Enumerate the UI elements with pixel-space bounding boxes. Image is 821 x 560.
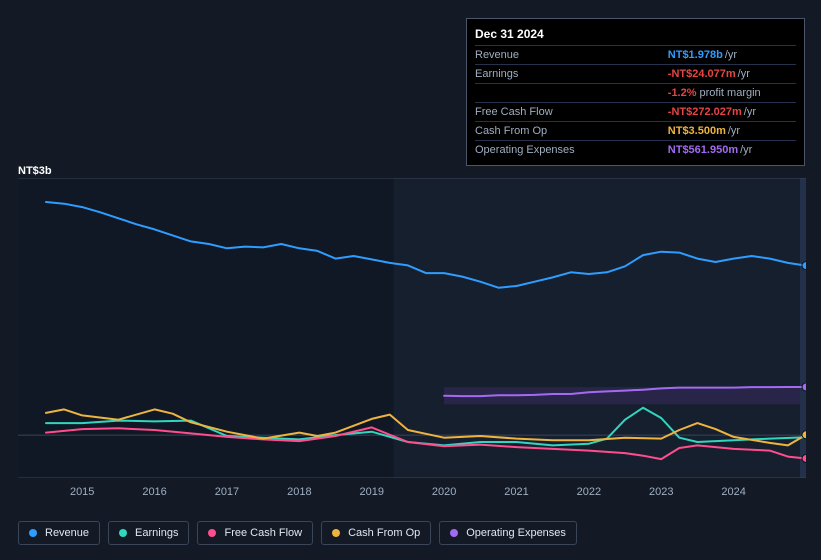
tooltip-row-value: -1.2%profit margin [668,84,796,103]
financials-chart-page: NT$3bNT$0-NT$500m 2015201620172018201920… [0,0,821,560]
tooltip-row-label: Free Cash Flow [475,103,668,122]
legend-label: Revenue [45,527,89,539]
tooltip-row: -1.2%profit margin [475,84,796,103]
legend-label: Operating Expenses [466,527,566,539]
legend-item-free-cash-flow[interactable]: Free Cash Flow [197,521,313,545]
tooltip-row: Cash From OpNT$3.500m/yr [475,122,796,141]
x-tick-label: 2023 [649,486,673,498]
tooltip-row-value: NT$1.978b/yr [668,46,796,65]
x-tick-label: 2021 [504,486,528,498]
legend-item-revenue[interactable]: Revenue [18,521,100,545]
y-tick-label: NT$3b [18,165,52,177]
tooltip-date-title: Dec 31 2024 [475,23,796,45]
x-tick-label: 2019 [359,486,383,498]
tooltip-row: Operating ExpensesNT$561.950m/yr [475,141,796,160]
legend-dot-icon [119,529,127,537]
tooltip-row-label [475,84,668,103]
tooltip-row-label: Operating Expenses [475,141,668,160]
legend-dot-icon [208,529,216,537]
tooltip-row-value: -NT$24.077m/yr [668,65,796,84]
chart-legend: Revenue Earnings Free Cash Flow Cash From O… [18,521,577,545]
tooltip-row: Earnings-NT$24.077m/yr [475,65,796,84]
tooltip-row-label: Cash From Op [475,122,668,141]
legend-dot-icon [29,529,37,537]
x-tick-label: 2020 [432,486,456,498]
data-tooltip-panel: Dec 31 2024 RevenueNT$1.978b/yrEarnings-… [466,18,805,166]
legend-label: Cash From Op [348,527,420,539]
tooltip-row: Free Cash Flow-NT$272.027m/yr [475,103,796,122]
tooltip-row-value: -NT$272.027m/yr [668,103,796,122]
legend-dot-icon [332,529,340,537]
legend-label: Free Cash Flow [224,527,302,539]
x-tick-label: 2016 [142,486,166,498]
x-tick-label: 2015 [70,486,94,498]
tooltip-row-value: NT$3.500m/yr [668,122,796,141]
tooltip-table: RevenueNT$1.978b/yrEarnings-NT$24.077m/y… [475,45,796,159]
x-tick-label: 2024 [721,486,745,498]
legend-item-cash-from-op[interactable]: Cash From Op [321,521,431,545]
legend-item-operating-expenses[interactable]: Operating Expenses [439,521,577,545]
legend-dot-icon [450,529,458,537]
tooltip-row-label: Earnings [475,65,668,84]
x-tick-label: 2022 [577,486,601,498]
x-tick-label: 2017 [215,486,239,498]
tooltip-row: RevenueNT$1.978b/yr [475,46,796,65]
financials-line-chart[interactable] [18,178,806,478]
legend-item-earnings[interactable]: Earnings [108,521,189,545]
tooltip-row-value: NT$561.950m/yr [668,141,796,160]
legend-label: Earnings [135,527,178,539]
x-tick-label: 2018 [287,486,311,498]
tooltip-row-label: Revenue [475,46,668,65]
